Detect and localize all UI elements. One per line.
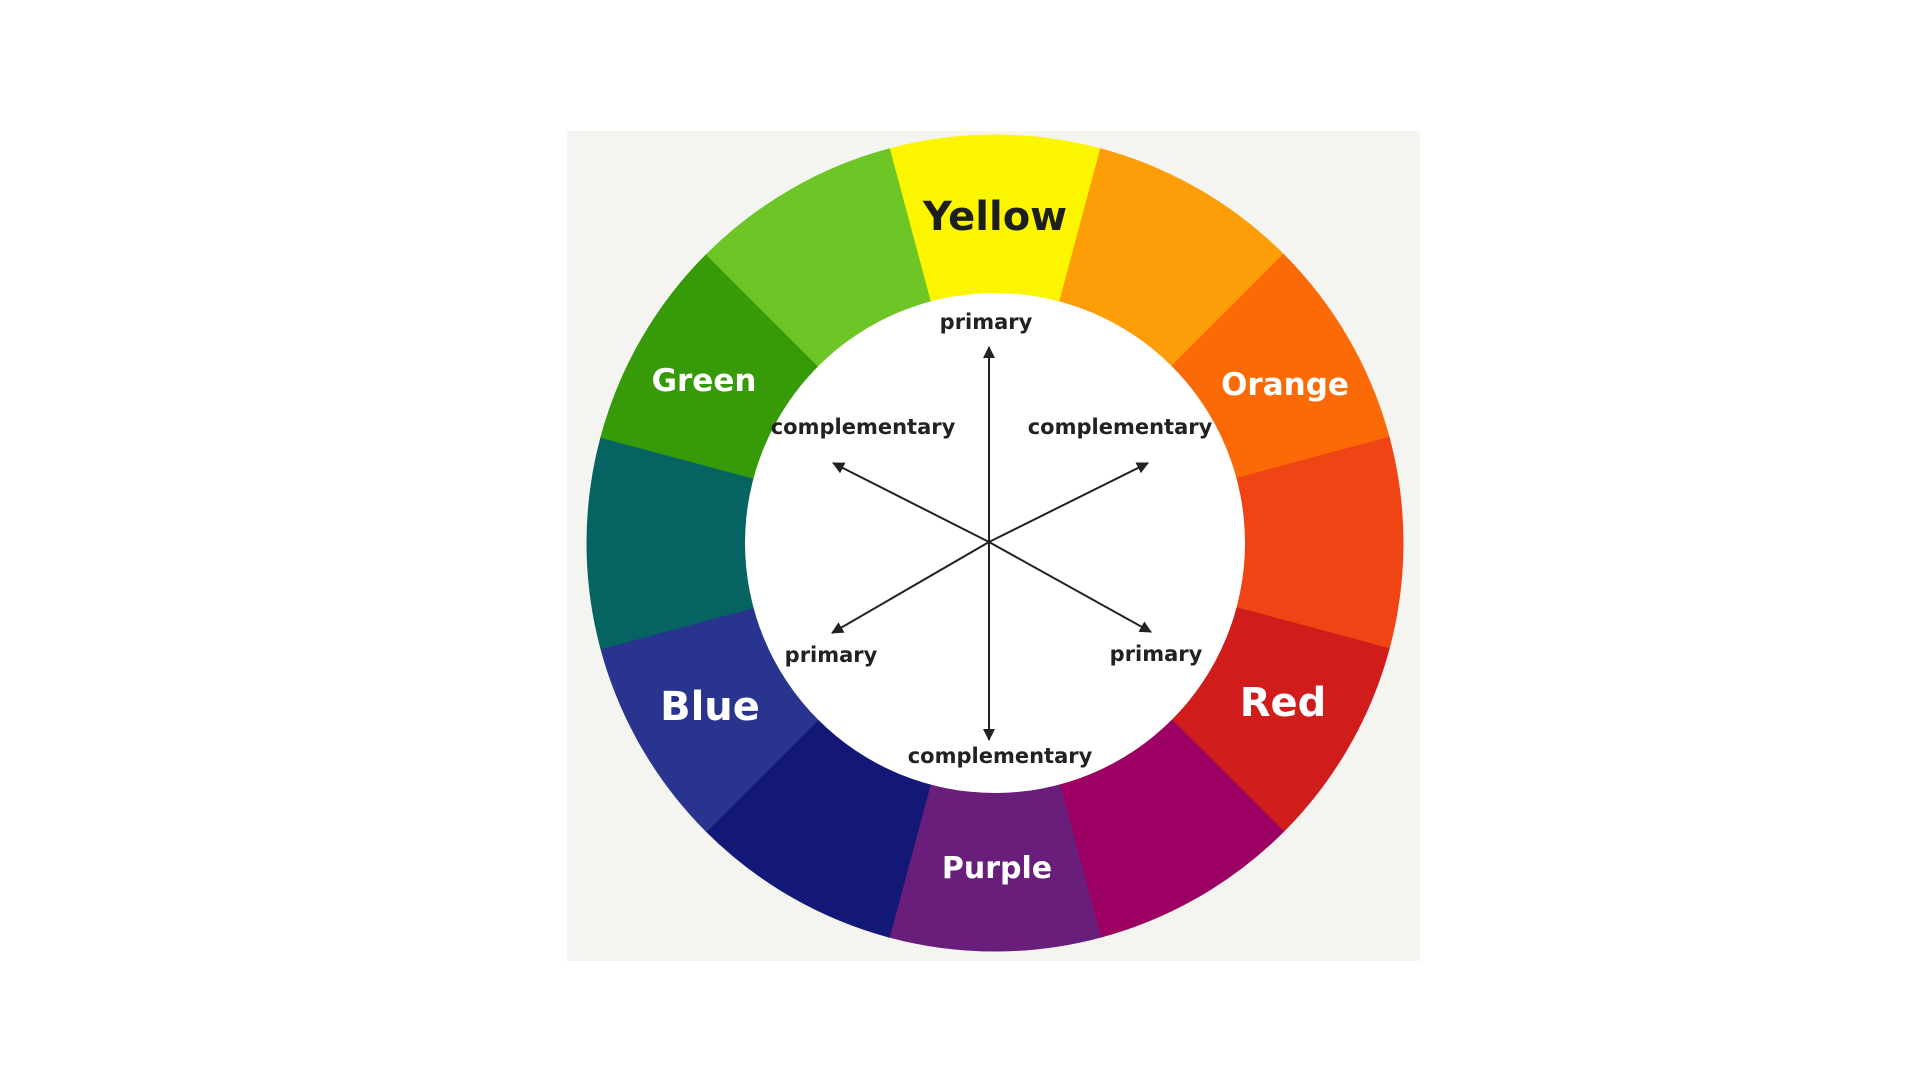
label-purple: Purple <box>942 851 1052 886</box>
diagram-panel: Yellow Orange Red Purple Blue Green prim… <box>567 131 1420 961</box>
axis-arrows <box>831 346 1152 741</box>
axis-label-bottom: complementary <box>908 744 1093 768</box>
label-yellow: Yellow <box>922 194 1067 240</box>
label-red: Red <box>1240 680 1327 726</box>
wheel-segments <box>586 134 1404 952</box>
axis-labels: primary complementary complementary prim… <box>771 310 1213 768</box>
axis-label-lower-right: primary <box>1110 642 1203 666</box>
axis-label-upper-right: complementary <box>1028 415 1213 439</box>
axis-label-lower-left: primary <box>785 643 878 667</box>
color-wheel: Yellow Orange Red Purple Blue Green prim… <box>586 134 1404 952</box>
inner-circle <box>745 293 1245 793</box>
axis-label-upper-left: complementary <box>771 415 956 439</box>
arrow-upper-right <box>988 462 1149 543</box>
label-blue: Blue <box>660 684 760 730</box>
label-orange: Orange <box>1221 367 1349 403</box>
axis-label-top: primary <box>940 310 1033 334</box>
arrow-lower-left <box>831 541 990 634</box>
arrow-lower-right <box>988 541 1152 633</box>
label-green: Green <box>652 363 757 399</box>
color-labels: Yellow Orange Red Purple Blue Green <box>652 194 1349 886</box>
arrow-upper-left <box>832 462 990 543</box>
